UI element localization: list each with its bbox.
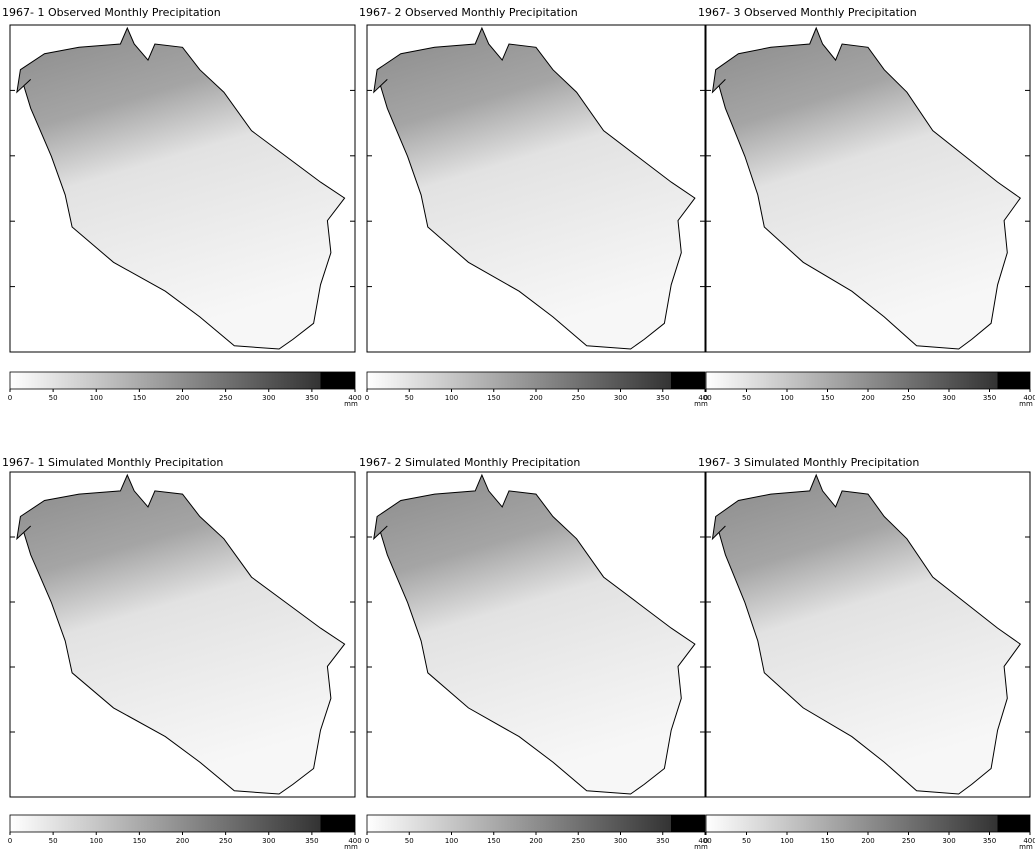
- colorbar-tick-label: 100: [780, 394, 793, 402]
- colorbar-tick-label: 100: [445, 394, 458, 402]
- colorbar-tick-label: 200: [861, 837, 874, 845]
- panel-title: 1967- 2 Observed Monthly Precipitation: [359, 6, 578, 19]
- colorbar-tick-label: 50: [49, 837, 58, 845]
- colorbar-tick-label: 400: [698, 394, 711, 402]
- colorbar: [705, 371, 1031, 390]
- colorbar-tick-label: 400: [348, 394, 361, 402]
- colorbar-tick-label: 150: [133, 394, 146, 402]
- colorbar-tick-label: 0: [365, 394, 369, 402]
- colorbar-unit: mm: [1019, 400, 1033, 408]
- colorbar-tick-label: 200: [529, 394, 542, 402]
- colorbar-tick-label: 150: [821, 837, 834, 845]
- colorbar: [9, 814, 356, 833]
- region-shading: [711, 473, 1022, 795]
- colorbar-tick-label: 0: [8, 837, 12, 845]
- colorbar-tick-label: 300: [942, 394, 955, 402]
- colorbar-tick-label: 400: [698, 837, 711, 845]
- colorbar-tick-label: 300: [614, 837, 627, 845]
- colorbar-unit: mm: [694, 400, 708, 408]
- region-shading: [16, 26, 346, 350]
- colorbar-tick-label: 250: [572, 394, 585, 402]
- colorbar-tick-label: 350: [983, 394, 996, 402]
- colorbar-tick-label: 0: [704, 837, 708, 845]
- colorbar-unit: mm: [1019, 843, 1033, 851]
- colorbar-tick-label: 250: [902, 394, 915, 402]
- colorbar-tick-label: 50: [742, 837, 751, 845]
- colorbar-tick-label: 200: [529, 837, 542, 845]
- colorbar-tick-label: 0: [365, 837, 369, 845]
- panel-title: 1967- 1 Observed Monthly Precipitation: [2, 6, 221, 19]
- colorbar-tick-label: 350: [305, 837, 318, 845]
- colorbar-tick-label: 150: [487, 837, 500, 845]
- colorbar-tick-label: 250: [219, 394, 232, 402]
- colorbar-tick-label: 300: [942, 837, 955, 845]
- colorbar-tick-label: 100: [780, 837, 793, 845]
- colorbar-unit: mm: [344, 843, 358, 851]
- panel-title: 1967- 3 Observed Monthly Precipitation: [698, 6, 917, 19]
- colorbar-tick-label: 100: [90, 394, 103, 402]
- colorbar-tick-label: 50: [49, 394, 58, 402]
- colorbar-tick-label: 350: [983, 837, 996, 845]
- colorbar-tick-label: 300: [614, 394, 627, 402]
- colorbar-unit: mm: [694, 843, 708, 851]
- colorbar-tick-label: 100: [445, 837, 458, 845]
- colorbar-tick-label: 400: [1023, 837, 1035, 845]
- colorbar-tick-label: 0: [8, 394, 12, 402]
- panel-title: 1967- 2 Simulated Monthly Precipitation: [359, 456, 580, 469]
- colorbar-tick-label: 250: [572, 837, 585, 845]
- colorbar-tick-label: 350: [305, 394, 318, 402]
- colorbar: [705, 814, 1031, 833]
- region-shading: [16, 473, 346, 795]
- region-shading: [373, 26, 696, 350]
- colorbar: [9, 371, 356, 390]
- colorbar-tick-label: 50: [405, 394, 414, 402]
- colorbar-tick-label: 200: [861, 394, 874, 402]
- colorbar-tick-label: 300: [262, 837, 275, 845]
- colorbar-tick-label: 200: [176, 394, 189, 402]
- colorbar: [366, 814, 706, 833]
- region-shading: [373, 473, 696, 795]
- colorbar-tick-label: 250: [219, 837, 232, 845]
- colorbar-tick-label: 300: [262, 394, 275, 402]
- colorbar-tick-label: 150: [821, 394, 834, 402]
- colorbar-tick-label: 100: [90, 837, 103, 845]
- panel-title: 1967- 3 Simulated Monthly Precipitation: [698, 456, 919, 469]
- colorbar-tick-label: 200: [176, 837, 189, 845]
- colorbar-tick-label: 0: [704, 394, 708, 402]
- colorbar-tick-label: 150: [133, 837, 146, 845]
- colorbar-tick-label: 400: [1023, 394, 1035, 402]
- colorbar-tick-label: 350: [656, 394, 669, 402]
- panel-title: 1967- 1 Simulated Monthly Precipitation: [2, 456, 223, 469]
- colorbar-tick-label: 50: [405, 837, 414, 845]
- region-shading: [711, 26, 1022, 350]
- colorbar-tick-label: 400: [348, 837, 361, 845]
- colorbar-tick-label: 250: [902, 837, 915, 845]
- colorbar-tick-label: 350: [656, 837, 669, 845]
- colorbar-unit: mm: [344, 400, 358, 408]
- colorbar-tick-label: 150: [487, 394, 500, 402]
- colorbar-tick-label: 50: [742, 394, 751, 402]
- colorbar: [366, 371, 706, 390]
